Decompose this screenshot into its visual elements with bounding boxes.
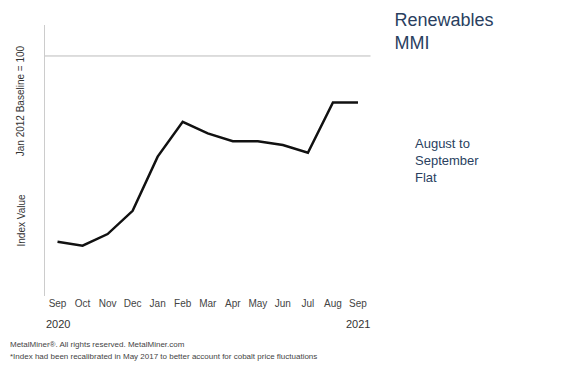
svg-text:Index Value: Index Value: [16, 194, 27, 247]
svg-text:Mar: Mar: [199, 298, 217, 309]
svg-text:Dec: Dec: [124, 298, 142, 309]
svg-text:Feb: Feb: [174, 298, 192, 309]
svg-text:MetalMiner®. All rights reserv: MetalMiner®. All rights reserved. MetalM…: [10, 340, 185, 349]
svg-text:Oct: Oct: [75, 298, 91, 309]
svg-text:RenewablesMMI: RenewablesMMI: [394, 10, 493, 53]
svg-text:August toSeptemberFlat: August toSeptemberFlat: [415, 136, 479, 185]
svg-text:Jan: Jan: [150, 298, 166, 309]
svg-text:May: May: [248, 298, 267, 309]
svg-text:Sep: Sep: [349, 298, 367, 309]
svg-text:Sep: Sep: [49, 298, 67, 309]
svg-text:*Index had been recalibrated i: *Index had been recalibrated in May 2017…: [10, 352, 317, 361]
svg-text:Jan 2012 Baseline = 100: Jan 2012 Baseline = 100: [15, 45, 26, 156]
svg-text:Jul: Jul: [302, 298, 315, 309]
svg-text:Aug: Aug: [324, 298, 342, 309]
svg-text:2021: 2021: [346, 318, 370, 330]
svg-text:Apr: Apr: [225, 298, 241, 309]
svg-text:2020: 2020: [46, 318, 70, 330]
svg-text:Nov: Nov: [99, 298, 117, 309]
svg-text:Jun: Jun: [275, 298, 291, 309]
